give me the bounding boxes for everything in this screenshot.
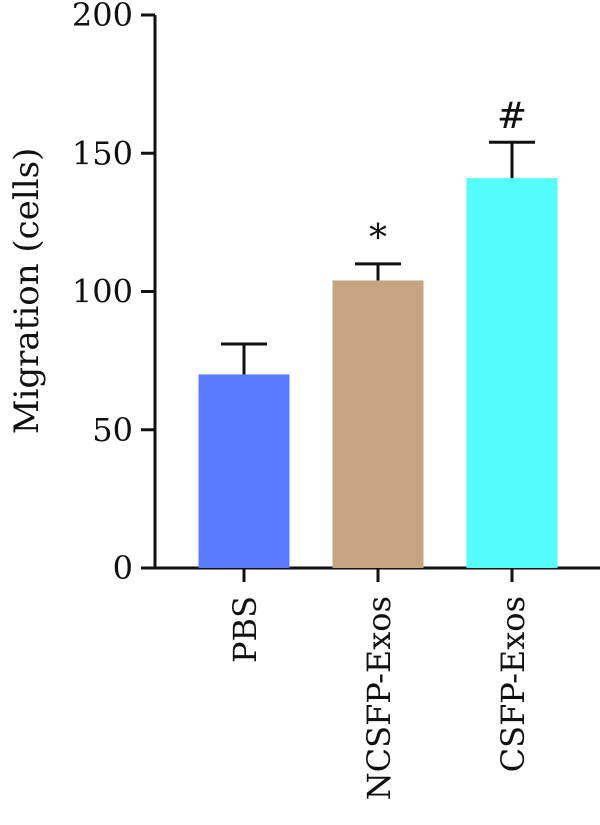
x-tick-label: PBS bbox=[226, 596, 264, 663]
bar-csfp-exos bbox=[466, 178, 558, 568]
y-tick-label: 100 bbox=[72, 273, 133, 311]
significance-marker: # bbox=[497, 96, 527, 137]
x-tick-label: NCSFP-Exos bbox=[360, 596, 398, 800]
y-axis-label: Migration (cells) bbox=[7, 148, 47, 435]
labels: PBS NCSFP-Exos * CSFP-Exos # bbox=[226, 96, 532, 800]
bars bbox=[198, 178, 558, 568]
y-tick-label: 0 bbox=[113, 549, 133, 587]
significance-marker: * bbox=[369, 218, 387, 259]
bar-ncsfp-exos bbox=[332, 280, 424, 568]
y-tick-label: 50 bbox=[92, 411, 133, 449]
y-tick-label: 150 bbox=[72, 134, 133, 172]
y-tick-label: 200 bbox=[72, 0, 133, 34]
error-bars bbox=[221, 140, 535, 375]
x-tick-label: CSFP-Exos bbox=[494, 596, 532, 772]
bar-pbs bbox=[198, 374, 290, 568]
